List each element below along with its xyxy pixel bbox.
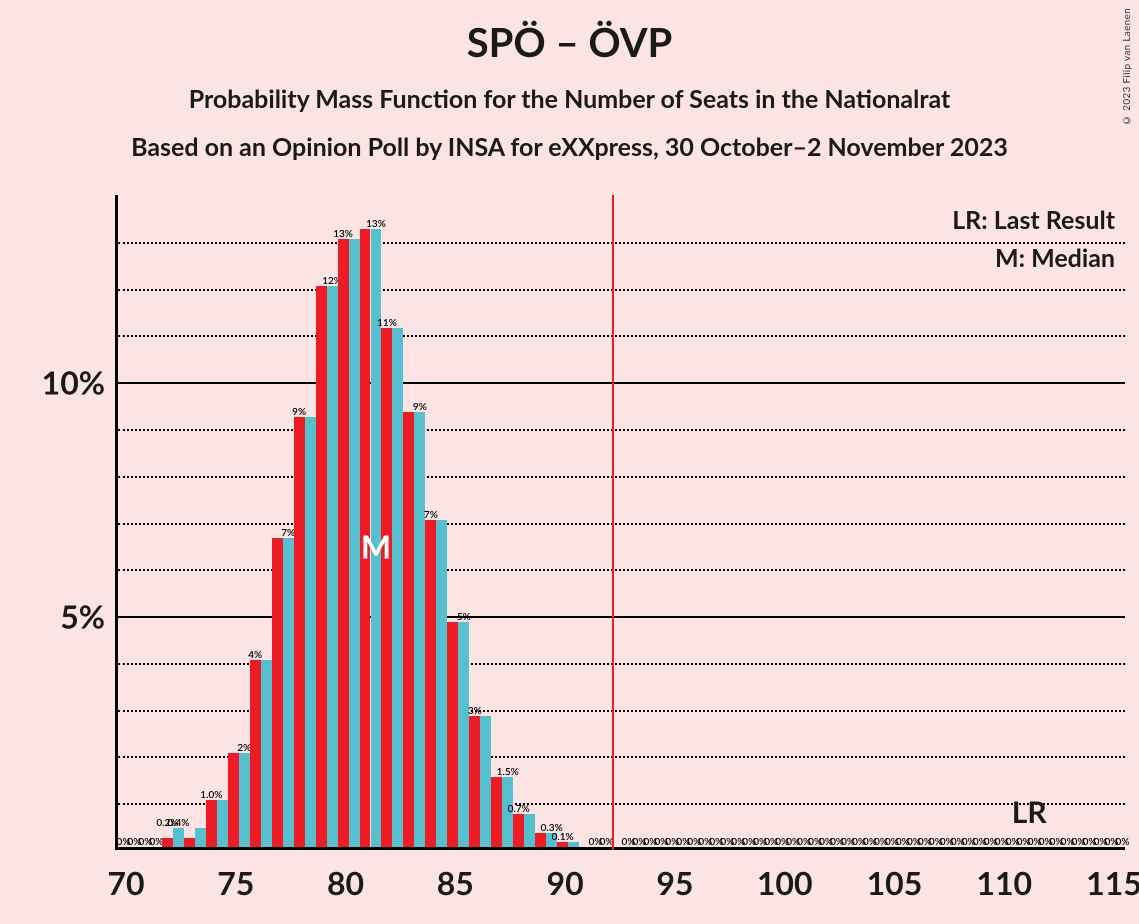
bar-teal [414,412,425,847]
bar-red [491,777,502,847]
bar-red [447,622,458,847]
bar-red [184,838,195,847]
bar-teal [261,660,272,847]
bar-red [162,838,173,847]
x-axis-label: 95 [656,863,693,902]
x-axis-label: 105 [867,863,923,902]
bar-red [513,814,524,847]
bar-value-label: 0.1% [552,831,574,843]
x-axis-label: 70 [107,863,144,902]
median-marker: M [361,526,391,565]
chart-title: SPÖ – ÖVP [0,0,1139,66]
bar-value-label: 9% [413,401,427,413]
legend-lr: LR: Last Result [952,205,1115,235]
x-axis-label: 90 [547,863,584,902]
legend-m: M: Median [995,243,1115,273]
bar-value-label: 1.5% [497,766,519,778]
bar-red [469,716,480,847]
bar-teal [195,828,206,847]
grid-minor [118,289,1125,291]
bar-red [338,239,349,847]
bar-value-label: 7% [424,509,438,521]
x-axis-label: 80 [327,863,364,902]
bar-red [403,412,414,847]
x-axis-label: 75 [217,863,254,902]
bar-value-label: 0.4% [167,817,189,829]
bar-teal [349,239,360,847]
x-axis-label: 100 [757,863,813,902]
bar-value-label: 0% [1116,836,1130,848]
chart-subtitle-1: Probability Mass Function for the Number… [0,66,1139,114]
grid-minor [118,429,1125,431]
grid-minor [118,569,1125,571]
bar-teal [283,538,294,847]
plot-region: 0%0%0%0%0.2%0.4%1.0%2%4%7%9%12%13%13%11%… [115,195,1125,850]
bar-teal [327,286,338,847]
bar-value-label: 0.7% [508,803,530,815]
bar-red [316,286,327,847]
bar-teal [239,753,250,847]
grid-minor [118,476,1125,478]
bar-teal [392,328,403,847]
bar-value-label: 9% [292,406,306,418]
grid-minor [118,242,1125,244]
chart-area: 0%0%0%0%0.2%0.4%1.0%2%4%7%9%12%13%13%11%… [115,195,1125,850]
y-axis-label: 5% [60,597,105,636]
bar-value-label: 5% [457,611,471,623]
grid-major [118,616,1125,618]
x-axis-label: 85 [437,863,474,902]
x-axis-label: 115 [1086,863,1139,902]
bar-value-label: 4% [248,649,262,661]
bar-value-label: 11% [377,317,397,329]
bar-red [535,833,546,847]
grid-minor [118,335,1125,337]
bar-teal [436,520,447,848]
bar-teal [217,800,228,847]
bar-red [206,800,217,847]
bar-value-label: 13% [333,228,353,240]
bar-value-label: 13% [366,218,386,230]
bar-red [228,753,239,847]
bar-teal [524,814,535,847]
bar-red [425,520,436,848]
lr-marker: LR [1012,794,1047,830]
bar-value-label: 1.0% [200,789,222,801]
bar-value-label: 3% [468,705,482,717]
lr-vertical-line [612,195,614,850]
grid-minor [118,523,1125,525]
grid-major [118,382,1125,384]
x-axis-label: 110 [976,863,1032,902]
bar-teal [305,417,316,847]
bar-red [250,660,261,847]
bar-teal [173,828,184,847]
bar-red [381,328,392,847]
bar-red [294,417,305,847]
y-axis-label: 10% [42,363,105,402]
bar-teal [458,622,469,847]
bar-red [272,538,283,847]
bar-teal [480,716,491,847]
copyright-text: © 2023 Filip van Laenen [1121,8,1133,126]
chart-subtitle-2: Based on an Opinion Poll by INSA for eXX… [0,114,1139,162]
